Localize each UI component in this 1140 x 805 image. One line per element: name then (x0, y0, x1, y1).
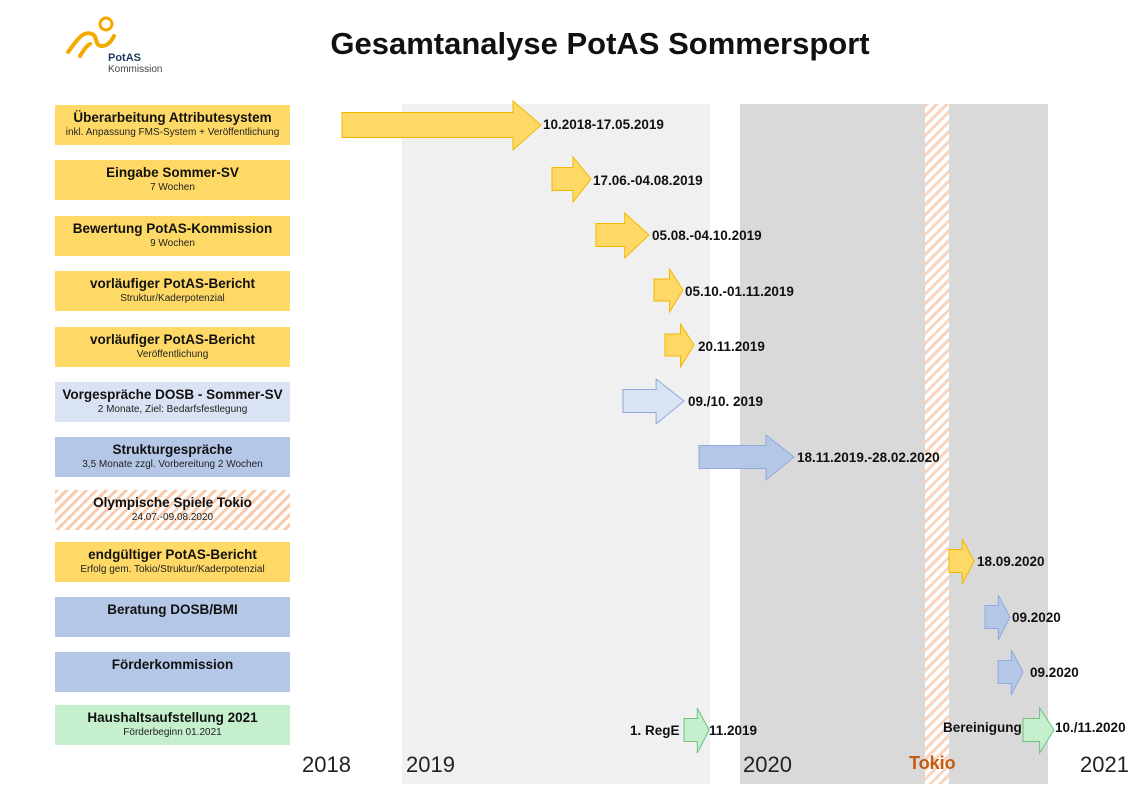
block-arrow-icon (997, 649, 1024, 696)
task-subtitle: 24.07.-09.08.2020 (131, 512, 214, 523)
task-box-strukturgespraeche: Strukturgespräche 3,5 Monate zzgl. Vorbe… (55, 437, 290, 477)
task-box-attributesystem: Überarbeitung Attributesystem inkl. Anpa… (55, 105, 290, 145)
date-label-strukturgespraeche: 18.11.2019.-28.02.2020 (797, 450, 940, 465)
date-label-rege: 11.2019 (709, 723, 758, 738)
task-subtitle: 7 Wochen (150, 182, 195, 193)
block-arrow-shape (595, 211, 650, 260)
prefix-label-bereinigung: Bereinigung (943, 720, 1022, 735)
block-arrow-icon (683, 707, 710, 754)
date-label-bericht-veroeffentlichung: 20.11.2019 (698, 339, 765, 354)
task-box-haushaltsaufstellung: Haushaltsaufstellung 2021 Förderbeginn 0… (55, 705, 290, 745)
task-title: endgültiger PotAS-Bericht (88, 547, 257, 562)
task-box-vorlaeufiger-bericht-veroeffentlichung: vorläufiger PotAS-Bericht Veröffentlichu… (55, 327, 290, 367)
date-label-bewertung: 05.08.-04.10.2019 (652, 228, 762, 243)
block-arrow-shape (664, 322, 695, 369)
block-arrow-icon (698, 433, 795, 482)
timeline-arrow-attributesystem (341, 99, 543, 152)
block-arrow-icon (551, 155, 592, 204)
block-arrow-shape (622, 377, 685, 426)
task-box-bewertung: Bewertung PotAS-Kommission 9 Wochen (55, 216, 290, 256)
timeline-arrow-beratung (984, 594, 1012, 642)
task-subtitle: Förderbeginn 01.2021 (123, 727, 222, 738)
page-title: Gesamtanalyse PotAS Sommersport (330, 26, 870, 61)
date-label-attributesystem: 10.2018-17.05.2019 (543, 117, 664, 132)
task-subtitle: 2 Monate, Ziel: Bedarfsfestlegung (97, 404, 248, 415)
date-label-bericht-struktur: 05.10.-01.11.2019 (685, 284, 794, 299)
logo-text-potas: PotAS (108, 52, 141, 64)
block-arrow-shape (551, 155, 592, 204)
task-box-vorlaeufiger-bericht-struktur: vorläufiger PotAS-Bericht Struktur/Kader… (55, 271, 290, 311)
task-subtitle: Veröffentlichung (136, 349, 209, 360)
timeline-arrow-bericht-veroeffentlichung (664, 322, 696, 369)
task-title: vorläufiger PotAS-Bericht (89, 276, 256, 291)
date-label-bereinigung: 10./11.2020 (1055, 720, 1126, 735)
timeline-arrow-bereinigung (1022, 706, 1056, 755)
block-arrow-shape (653, 267, 684, 314)
task-box-foerderkommission: Förderkommission (55, 652, 290, 692)
timeline-arrow-endgueltiger-bericht (948, 538, 976, 586)
year-label-2018: 2018 (302, 752, 351, 777)
date-label-endgueltiger-bericht: 18.09.2020 (977, 554, 1045, 569)
year-label-2021: 2021 (1080, 752, 1129, 777)
block-arrow-icon (984, 594, 1011, 641)
task-title: Eingabe Sommer-SV (106, 165, 239, 180)
block-arrow-shape (997, 649, 1024, 696)
timeline-arrow-eingabe (551, 155, 593, 204)
task-title: Haushaltsaufstellung 2021 (87, 710, 258, 725)
block-arrow-shape (341, 99, 542, 152)
timeline-arrow-bewertung (595, 211, 651, 260)
block-arrow-shape (683, 707, 710, 754)
year-label-2020: 2020 (743, 752, 792, 777)
block-arrow-icon (1022, 706, 1055, 755)
year-label-tokio: Tokio (909, 753, 956, 773)
task-box-beratung: Beratung DOSB/BMI (55, 597, 290, 637)
date-label-eingabe: 17.06.-04.08.2019 (593, 173, 703, 188)
logo-text-kommission: Kommission (108, 64, 163, 75)
task-subtitle: inkl. Anpassung FMS-System + Veröffentli… (65, 127, 280, 138)
block-arrow-icon (341, 99, 542, 152)
task-title: Beratung DOSB/BMI (107, 602, 238, 617)
task-title: Strukturgespräche (112, 442, 233, 457)
task-title: Olympische Spiele Tokio (93, 495, 252, 510)
task-subtitle: Erfolg gem. Tokio/Struktur/Kaderpotenzia… (80, 564, 265, 575)
task-subtitle: Struktur/Kaderpotenzial (120, 293, 225, 304)
timeline-arrow-rege (683, 707, 711, 755)
block-arrow-icon (664, 322, 695, 369)
year-label-2019: 2019 (406, 752, 455, 777)
block-arrow-icon (622, 377, 685, 426)
task-title: Überarbeitung Attributesystem (73, 110, 272, 125)
potas-logo: PotAS Kommission (62, 12, 182, 76)
year-band-2019 (402, 104, 710, 784)
task-subtitle: 3,5 Monate zzgl. Vorbereitung 2 Wochen (82, 459, 263, 470)
date-label-vorgespraeche: 09./10. 2019 (688, 394, 764, 409)
block-arrow-shape (698, 433, 795, 482)
task-box-eingabe-sommer-sv: Eingabe Sommer-SV 7 Wochen (55, 160, 290, 200)
block-arrow-shape (984, 594, 1011, 641)
prefix-label-rege: 1. RegE (630, 723, 680, 738)
timeline-arrow-foerderkommission (997, 649, 1025, 697)
task-title: Vorgespräche DOSB - Sommer-SV (62, 387, 283, 402)
tokio-band (925, 104, 949, 784)
block-arrow-icon (595, 211, 650, 260)
date-label-beratung: 09.2020 (1012, 610, 1061, 625)
timeline-arrow-bericht-struktur (653, 267, 685, 314)
block-arrow-shape (948, 538, 975, 585)
task-title: vorläufiger PotAS-Bericht (89, 332, 256, 347)
block-arrow-icon (948, 538, 975, 585)
date-label-foerderkommission: 09.2020 (1030, 665, 1079, 680)
timeline-arrow-strukturgespraeche (698, 433, 796, 482)
task-title: Bewertung PotAS-Kommission (72, 221, 273, 236)
task-title: Förderkommission (111, 657, 234, 672)
task-box-olympische-spiele: Olympische Spiele Tokio 24.07.-09.08.202… (55, 490, 290, 530)
runner-logo-icon (66, 16, 116, 58)
task-box-endgueltiger-bericht: endgültiger PotAS-Bericht Erfolg gem. To… (55, 542, 290, 582)
block-arrow-icon (653, 267, 684, 314)
task-box-vorgespraeche: Vorgespräche DOSB - Sommer-SV 2 Monate, … (55, 382, 290, 422)
timeline-arrow-vorgespraeche (622, 377, 686, 426)
year-band-2020 (740, 104, 1048, 784)
task-subtitle: 9 Wochen (150, 238, 195, 249)
block-arrow-shape (1022, 706, 1055, 755)
